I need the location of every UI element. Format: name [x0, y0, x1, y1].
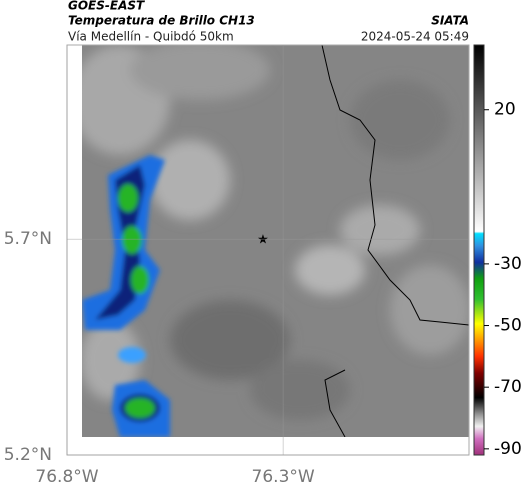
y-tick-label: 5.2°N [4, 445, 52, 465]
subtitle: Temperatura de Brillo CH13 [68, 14, 255, 28]
source: SIATA [431, 14, 469, 28]
y-tick-label: 5.7°N [4, 229, 52, 249]
colorbar-tick-label: -30 [494, 254, 522, 274]
satellite-image [82, 45, 469, 437]
x-tick-label: 76.8°W [35, 467, 98, 487]
colorbar-tick-label: -50 [494, 316, 522, 336]
timestamp: 2024-05-24 05:49 [361, 30, 469, 44]
route: Vía Medellín - Quibdó 50km [68, 30, 234, 44]
border [321, 45, 469, 326]
x-tick-label: 76.3°W [252, 467, 315, 487]
location-marker: ★ [257, 233, 269, 248]
border [324, 369, 346, 437]
colorbar-tick-label: -70 [494, 377, 522, 397]
colorbar-tick-label: 20 [494, 100, 516, 120]
colorbar [473, 44, 485, 456]
colorbar-tick-label: -90 [494, 439, 522, 459]
title: GOES-EAST [68, 0, 145, 13]
